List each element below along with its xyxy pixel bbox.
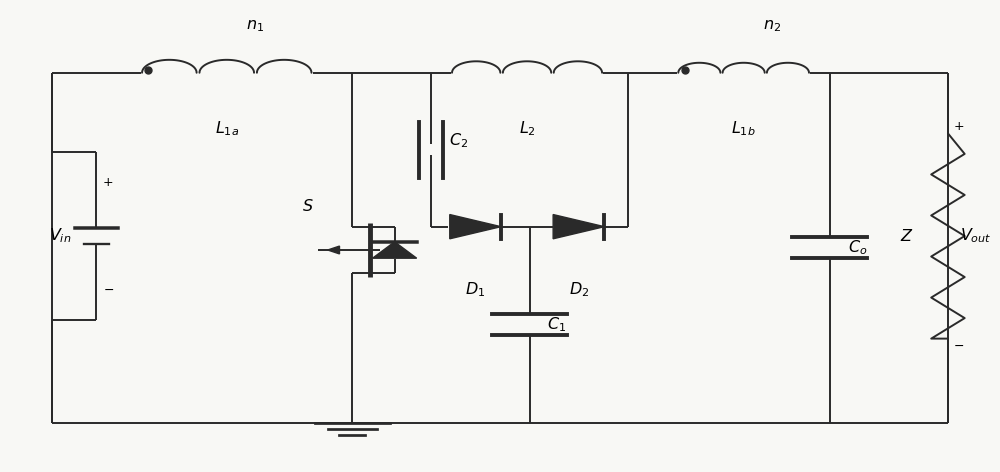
Text: $+$: $+$: [102, 176, 114, 189]
Text: $L_2$: $L_2$: [519, 119, 535, 138]
Polygon shape: [553, 215, 604, 239]
Text: $V_{in}$: $V_{in}$: [49, 227, 72, 245]
Text: $S$: $S$: [302, 198, 314, 214]
Text: $C_2$: $C_2$: [449, 131, 468, 150]
Text: $n_2$: $n_2$: [763, 18, 781, 34]
Text: $C_o$: $C_o$: [848, 238, 867, 257]
Text: $Z$: $Z$: [900, 228, 913, 244]
Text: $C_1$: $C_1$: [547, 315, 566, 334]
Text: $-$: $-$: [953, 339, 964, 352]
Text: $n_1$: $n_1$: [246, 18, 265, 34]
Polygon shape: [328, 246, 339, 254]
Polygon shape: [450, 215, 501, 239]
Text: $V_{out}$: $V_{out}$: [960, 227, 991, 245]
Text: $D_1$: $D_1$: [465, 280, 486, 299]
Polygon shape: [373, 242, 417, 258]
Text: $+$: $+$: [953, 120, 964, 133]
Text: $-$: $-$: [103, 283, 114, 296]
Text: $L_{1b}$: $L_{1b}$: [731, 119, 756, 138]
Text: $D_2$: $D_2$: [569, 280, 589, 299]
Text: $L_{1a}$: $L_{1a}$: [215, 119, 239, 138]
